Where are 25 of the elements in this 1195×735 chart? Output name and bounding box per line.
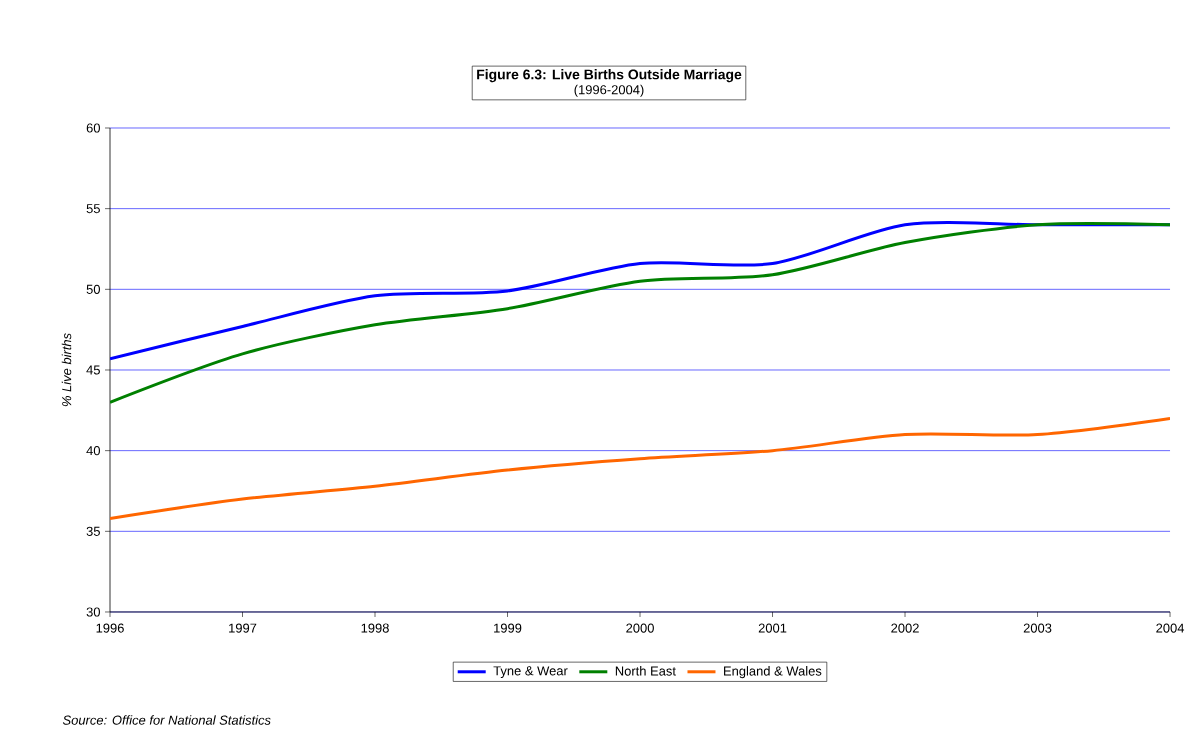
y-tick-label: 60 — [86, 123, 100, 133]
x-tick-label: 2000 — [626, 623, 654, 633]
line-series — [110, 416, 1171, 520]
x-tick-label: 1998 — [361, 623, 389, 633]
x-tick-label: 2001 — [758, 623, 787, 633]
x-tick-label: 1999 — [494, 623, 522, 633]
chart-subtitle: (1996-2004) — [574, 84, 644, 97]
legend-label: North East — [615, 666, 676, 676]
line-series — [110, 222, 1171, 404]
y-axis-title: % Live births — [61, 333, 72, 407]
y-tick-label: 35 — [86, 526, 100, 536]
y-tick-label: 40 — [86, 446, 100, 456]
y-tick-label: 45 — [86, 365, 100, 375]
legend-label: England & Wales — [724, 666, 822, 679]
x-tick-label: 2003 — [1023, 623, 1052, 633]
x-tick-label: 1996 — [96, 623, 124, 633]
x-tick-label: 1997 — [229, 623, 257, 633]
x-tick-label: 2002 — [891, 623, 919, 633]
y-tick-label: 30 — [86, 607, 100, 617]
legend-label: Tyne & Wear — [493, 666, 568, 678]
y-tick-label: 50 — [86, 284, 100, 294]
source-note: Source: Office for National Statistics — [62, 715, 271, 725]
chart-title: Figure 6.3: Live Births Outside Marriage — [477, 69, 742, 83]
x-tick-label: 2004 — [1156, 623, 1185, 633]
y-tick-label: 55 — [86, 204, 100, 214]
